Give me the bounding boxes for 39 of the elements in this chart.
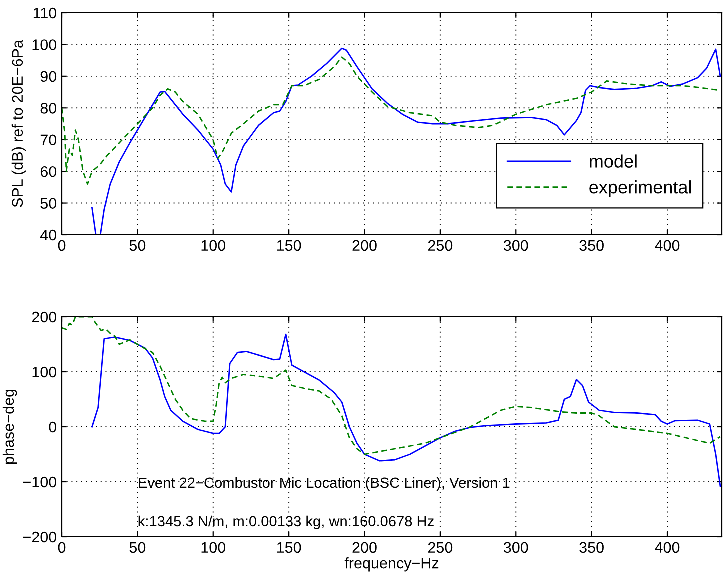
x-tick-label: 200 — [352, 542, 377, 554]
x-tick-label: 200 — [352, 240, 377, 252]
y-tick-label: 70 — [40, 134, 57, 146]
x-tick-label: 50 — [130, 542, 146, 554]
x-tick-label: 150 — [277, 542, 302, 554]
legend-label: experimental — [590, 180, 692, 198]
y-tick-label: 90 — [40, 71, 57, 82]
y-tick-label: 80 — [40, 103, 57, 114]
y-tick-label: 100 — [32, 40, 57, 50]
x-tick-label: 350 — [580, 240, 604, 252]
x-tick-label: 300 — [504, 542, 528, 554]
annotation: Event 22−Combustor Mic Location (BSC Liner), Version 1 — [139, 477, 510, 491]
x-tick-label: 150 — [277, 240, 302, 252]
y-tick-label: 110 — [34, 8, 57, 19]
y-axis-title: SPL (dB) ref to 20E−6Pa — [12, 40, 26, 208]
x-tick-label: 0 — [58, 240, 66, 252]
x-tick-label: 300 — [504, 240, 528, 252]
y-tick-label: 40 — [40, 230, 57, 241]
x-tick-label: 400 — [655, 240, 680, 252]
y-tick-label: −200 — [23, 532, 57, 543]
y-tick-label: 0 — [49, 422, 57, 433]
x-tick-label: 350 — [580, 542, 604, 554]
x-tick-label: 50 — [130, 240, 146, 252]
x-tick-label: 250 — [428, 542, 453, 554]
x-tick-label: 0 — [58, 542, 66, 554]
x-axis-title: frequency−Hz — [344, 558, 439, 572]
annotation: k:1345.3 N/m, m:0.00133 kg, wn:160.0678 Hz — [138, 516, 434, 530]
x-tick-label: 100 — [202, 240, 226, 252]
x-tick-label: 250 — [428, 240, 453, 252]
y-tick-label: 100 — [32, 366, 57, 378]
x-tick-label: 100 — [202, 542, 226, 554]
x-tick-label: 400 — [655, 542, 680, 554]
y-axis-title: phase−deg — [2, 390, 18, 464]
y-tick-label: 200 — [32, 312, 57, 323]
legend-label: model — [590, 154, 637, 168]
line-series — [92, 48, 722, 235]
y-tick-label: −100 — [23, 476, 57, 488]
y-tick-label: 50 — [40, 198, 57, 209]
y-tick-label: 60 — [40, 166, 57, 178]
